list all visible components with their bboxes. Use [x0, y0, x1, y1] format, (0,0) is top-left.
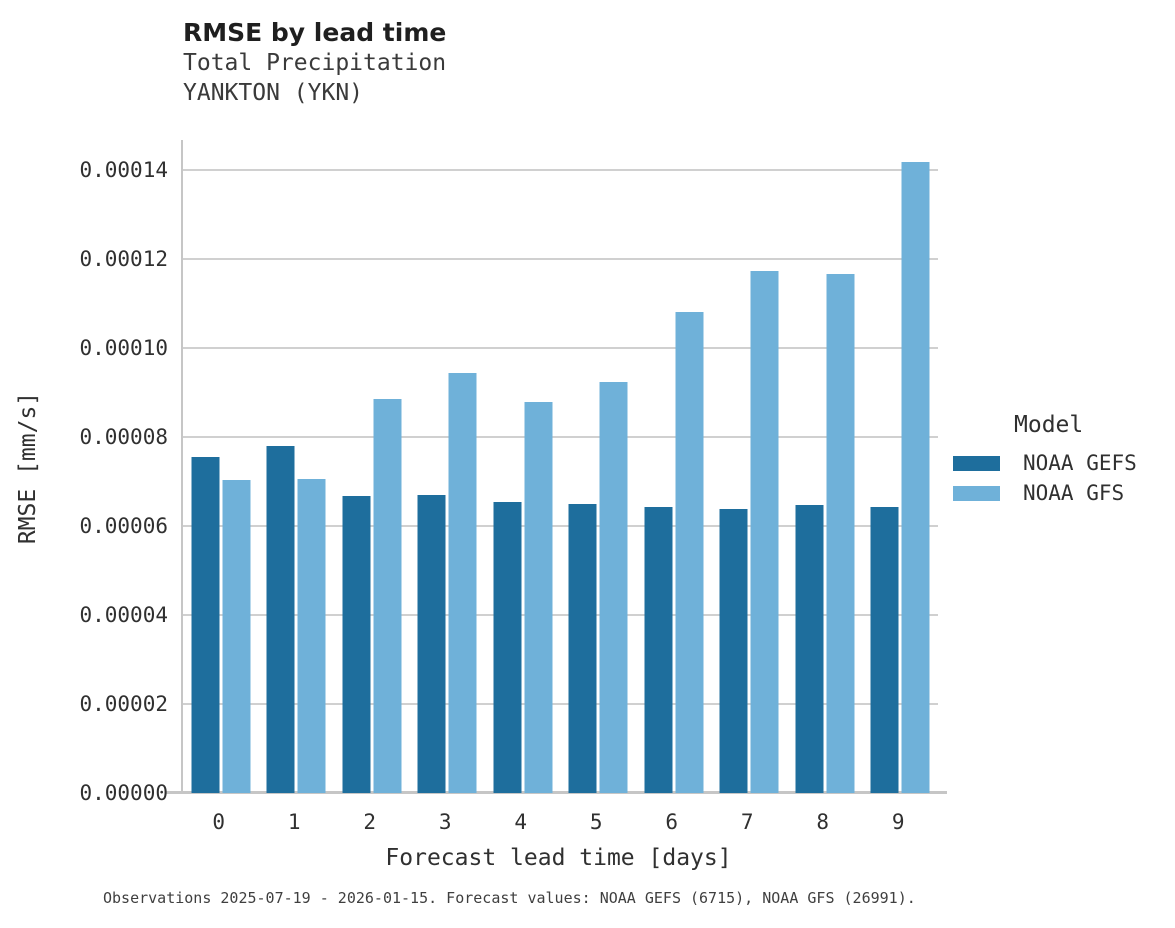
x-tick-label-8: 8	[816, 810, 830, 834]
legend-swatch-icon	[953, 455, 1000, 471]
x-tick-label-2: 2	[363, 810, 377, 834]
legend-entry-noaa-gfs: NOAA GFS	[953, 478, 1137, 508]
title-block: RMSE by lead time Total Precipitation YA…	[183, 18, 446, 108]
y-tick-label-0.00004: 0.00004	[79, 602, 168, 627]
x-tick-label-9: 9	[891, 810, 905, 834]
gridline-y-0.00002	[183, 702, 938, 705]
plot-area	[181, 140, 938, 793]
x-tick-label-7: 7	[740, 810, 754, 834]
chart-title: RMSE by lead time	[183, 18, 447, 47]
chart-subtitle-variable: Total Precipitation	[183, 50, 447, 76]
y-tick-label-0.00006: 0.00006	[79, 513, 168, 538]
bar-noaa-gfs-lead-5	[599, 382, 628, 793]
legend-label: NOAA GFS	[1023, 481, 1125, 505]
x-tick-label-1: 1	[287, 810, 301, 834]
x-tick-label-6: 6	[665, 810, 679, 834]
gridline-y-0.00014	[183, 168, 938, 171]
bar-group-lead-8	[795, 273, 855, 793]
gridline-y-0.00008	[183, 435, 938, 438]
y-tick-label-0.00002: 0.00002	[79, 691, 168, 716]
x-axis-title: Forecast lead time [days]	[385, 845, 732, 871]
x-tick-label-4: 4	[514, 810, 528, 834]
bar-group-lead-4	[493, 402, 553, 793]
x-axis-line	[166, 791, 947, 794]
bar-group-lead-6	[644, 311, 704, 793]
gridline-y-0.00010	[183, 346, 938, 349]
y-tick-label-0.00008: 0.00008	[79, 424, 168, 449]
legend: Model NOAA GEFS NOAA GFS	[953, 412, 1137, 508]
bar-group-lead-0	[191, 456, 251, 793]
x-tick-label-5: 5	[589, 810, 603, 834]
legend-title: Model	[1014, 412, 1084, 438]
bar-noaa-gefs-lead-5	[568, 504, 597, 793]
legend-swatch-icon	[953, 485, 1000, 501]
x-tick-label-3: 3	[438, 810, 452, 834]
legend-entry-noaa-gefs: NOAA GEFS	[953, 448, 1137, 478]
bar-noaa-gefs-lead-4	[493, 501, 522, 793]
bar-group-lead-9	[870, 161, 930, 793]
y-axis-title: RMSE [mm/s]	[15, 391, 41, 545]
gridline-y-0.00004	[183, 613, 938, 616]
bar-noaa-gfs-lead-6	[675, 311, 704, 793]
x-tick-label-0: 0	[212, 810, 226, 834]
bar-noaa-gefs-lead-9	[870, 507, 899, 793]
gridline-y-0.00012	[183, 257, 938, 260]
bar-noaa-gefs-lead-7	[719, 509, 748, 793]
y-tick-label-0.00010: 0.00010	[79, 335, 168, 360]
bar-noaa-gefs-lead-3	[417, 494, 446, 793]
bar-noaa-gefs-lead-1	[266, 446, 295, 793]
chart-subtitle-station: YANKTON (YKN)	[183, 80, 364, 106]
bar-noaa-gfs-lead-3	[448, 373, 477, 793]
y-tick-label-0.00014: 0.00014	[79, 157, 168, 182]
bar-group-lead-5	[568, 382, 628, 793]
bar-noaa-gefs-lead-6	[644, 506, 673, 793]
bar-noaa-gefs-lead-2	[342, 496, 371, 793]
bar-group-lead-7	[719, 270, 779, 793]
bar-group-lead-1	[266, 446, 326, 793]
legend-label: NOAA GEFS	[1023, 451, 1137, 475]
gridline-y-0.00006	[183, 524, 938, 527]
caption: Observations 2025-07-19 - 2026-01-15. Fo…	[103, 889, 916, 907]
bar-noaa-gfs-lead-8	[826, 273, 855, 793]
bar-group-lead-2	[342, 398, 402, 793]
bar-noaa-gfs-lead-7	[750, 270, 779, 793]
bar-noaa-gfs-lead-1	[297, 478, 326, 793]
bar-noaa-gfs-lead-4	[524, 402, 553, 793]
bar-group-lead-3	[417, 373, 477, 793]
bar-noaa-gefs-lead-0	[191, 456, 220, 793]
y-tick-label-0.00012: 0.00012	[79, 246, 168, 271]
legend-entries: NOAA GEFS NOAA GFS	[953, 448, 1137, 508]
bar-noaa-gfs-lead-2	[373, 398, 402, 793]
bar-noaa-gfs-lead-9	[901, 161, 930, 793]
bar-noaa-gfs-lead-0	[222, 480, 251, 793]
y-tick-label-0.00000: 0.00000	[79, 781, 168, 805]
bar-noaa-gefs-lead-8	[795, 504, 824, 793]
